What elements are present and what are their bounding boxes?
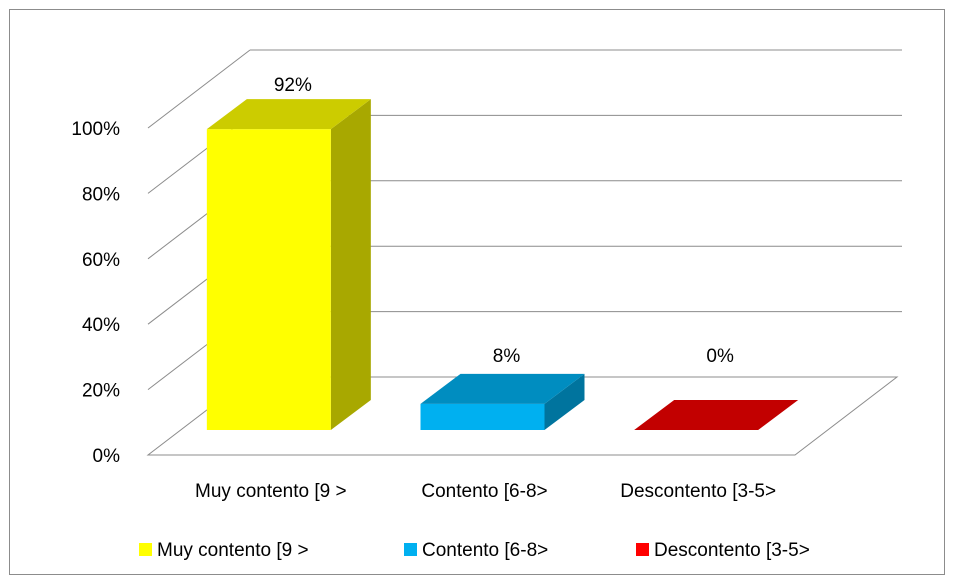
bar-side [544, 373, 585, 430]
legend-label: Muy contento [9 > [157, 540, 309, 561]
y-tick-label: 40% [82, 315, 120, 336]
y-tick-label: 60% [82, 250, 120, 271]
bar-top [634, 400, 799, 430]
x-tick-label: Descontento [3-5> [620, 481, 776, 502]
bar [420, 403, 545, 430]
y-tick-label: 80% [82, 184, 120, 205]
legend-swatch [636, 543, 649, 556]
value-label: 0% [706, 346, 734, 367]
legend-label: Contento [6-8> [422, 540, 548, 561]
grid-line [147, 49, 251, 129]
bar-top [206, 99, 371, 130]
bar-top [420, 373, 585, 404]
chart-border [9, 9, 945, 575]
value-label: 8% [493, 346, 521, 367]
y-tick-label: 0% [93, 446, 121, 467]
legend-swatch [404, 543, 417, 556]
legend-label: Descontento [3-5> [654, 540, 810, 561]
y-tick-label: 100% [71, 119, 120, 140]
y-tick-label: 20% [82, 381, 120, 402]
x-tick-label: Muy contento [9 > [195, 481, 347, 502]
bar-side [330, 99, 371, 430]
x-tick-label: Contento [6-8> [421, 481, 547, 502]
bar [206, 129, 331, 430]
legend-swatch [139, 543, 152, 556]
value-label: 92% [274, 75, 312, 96]
